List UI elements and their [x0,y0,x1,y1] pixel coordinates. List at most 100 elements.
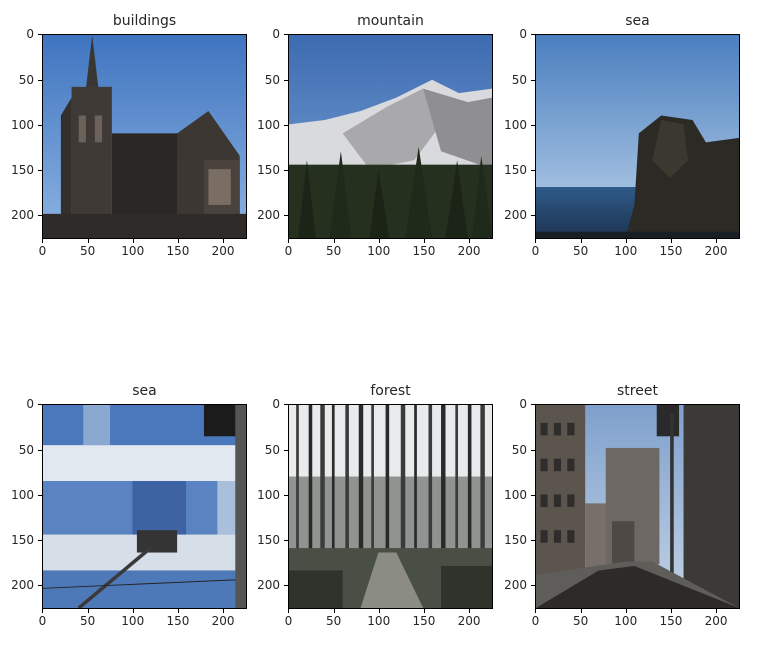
x-tick-mark [87,609,89,613]
panel-title: street [617,383,658,399]
y-tick-label: 50 [264,72,280,87]
x-tick-label: 0 [531,244,540,258]
x-tick-label: 50 [325,614,342,628]
x-tick-mark [87,239,89,243]
y-tick-mark [38,34,42,36]
x-tick-mark [716,609,718,613]
x-tick-label: 100 [121,614,145,628]
y-tick-label: 100 [11,487,34,502]
y-tick-mark [38,449,42,451]
x-tick-mark [469,609,471,613]
x-tick-mark [333,239,335,243]
x-tick-label: 50 [572,614,589,628]
x-tick-label: 50 [79,244,96,258]
image-panel [288,34,493,239]
x-tick-label: 0 [531,614,540,628]
y-tick-label: 150 [257,532,280,547]
x-tick-label: 0 [284,244,293,258]
panel-title: mountain [357,13,424,29]
y-tick-mark [38,404,42,406]
x-tick-mark [288,609,290,613]
image-panel [535,404,740,609]
y-tick-mark [284,539,288,541]
x-tick-mark [423,609,425,613]
y-tick-mark [284,585,288,587]
y-tick-label: 50 [511,442,527,457]
x-tick-mark [177,609,179,613]
x-tick-label: 150 [412,614,436,628]
x-tick-mark [535,609,537,613]
y-tick-label: 150 [257,162,280,177]
y-tick-mark [284,449,288,451]
y-tick-mark [38,215,42,217]
x-tick-mark [378,609,380,613]
x-tick-mark [469,239,471,243]
x-tick-mark [223,239,225,243]
x-tick-label: 150 [659,614,683,628]
y-tick-mark [38,124,42,126]
x-tick-label: 50 [325,244,342,258]
x-tick-label: 100 [367,614,391,628]
x-tick-label: 200 [704,244,728,258]
y-tick-mark [38,539,42,541]
x-tick-label: 0 [284,614,293,628]
x-tick-label: 200 [211,614,235,628]
x-tick-label: 200 [211,244,235,258]
x-tick-mark [132,239,134,243]
y-tick-mark [531,449,535,451]
y-tick-label: 150 [504,532,527,547]
y-tick-mark [284,34,288,36]
x-tick-mark [378,239,380,243]
y-tick-mark [284,404,288,406]
x-tick-mark [535,239,537,243]
y-tick-mark [531,585,535,587]
x-tick-label: 200 [457,244,481,258]
y-tick-label: 200 [504,208,527,223]
y-tick-label: 50 [18,72,34,87]
x-tick-label: 50 [572,244,589,258]
y-tick-mark [531,215,535,217]
x-tick-label: 100 [121,244,145,258]
x-tick-mark [670,239,672,243]
y-tick-label: 150 [11,532,34,547]
y-tick-mark [284,79,288,81]
y-tick-label: 0 [272,397,280,412]
x-tick-label: 100 [614,614,638,628]
y-tick-mark [531,124,535,126]
x-tick-mark [223,609,225,613]
image-panel [288,404,493,609]
x-tick-mark [716,239,718,243]
y-tick-mark [531,34,535,36]
y-tick-label: 50 [18,442,34,457]
y-tick-mark [284,494,288,496]
y-tick-label: 50 [264,442,280,457]
panel-title: sea [625,13,650,29]
panel-title: buildings [112,13,177,29]
y-tick-mark [531,494,535,496]
image-panel [42,34,247,239]
y-tick-label: 0 [272,27,280,42]
y-tick-label: 200 [504,578,527,593]
x-tick-label: 200 [704,614,728,628]
x-tick-mark [625,609,627,613]
y-tick-mark [38,79,42,81]
y-tick-mark [531,404,535,406]
panel-title: forest [370,383,411,399]
y-tick-label: 200 [257,578,280,593]
y-tick-label: 100 [504,487,527,502]
y-tick-label: 200 [11,578,34,593]
x-tick-label: 150 [166,614,190,628]
y-tick-mark [38,169,42,171]
x-tick-label: 200 [457,614,481,628]
y-tick-label: 0 [519,27,527,42]
y-tick-mark [531,79,535,81]
x-tick-label: 150 [659,244,683,258]
x-tick-mark [333,609,335,613]
y-tick-label: 50 [511,72,527,87]
x-tick-mark [132,609,134,613]
x-tick-label: 100 [614,244,638,258]
x-tick-mark [288,239,290,243]
x-tick-mark [177,239,179,243]
y-tick-mark [284,124,288,126]
x-tick-mark [42,239,44,243]
